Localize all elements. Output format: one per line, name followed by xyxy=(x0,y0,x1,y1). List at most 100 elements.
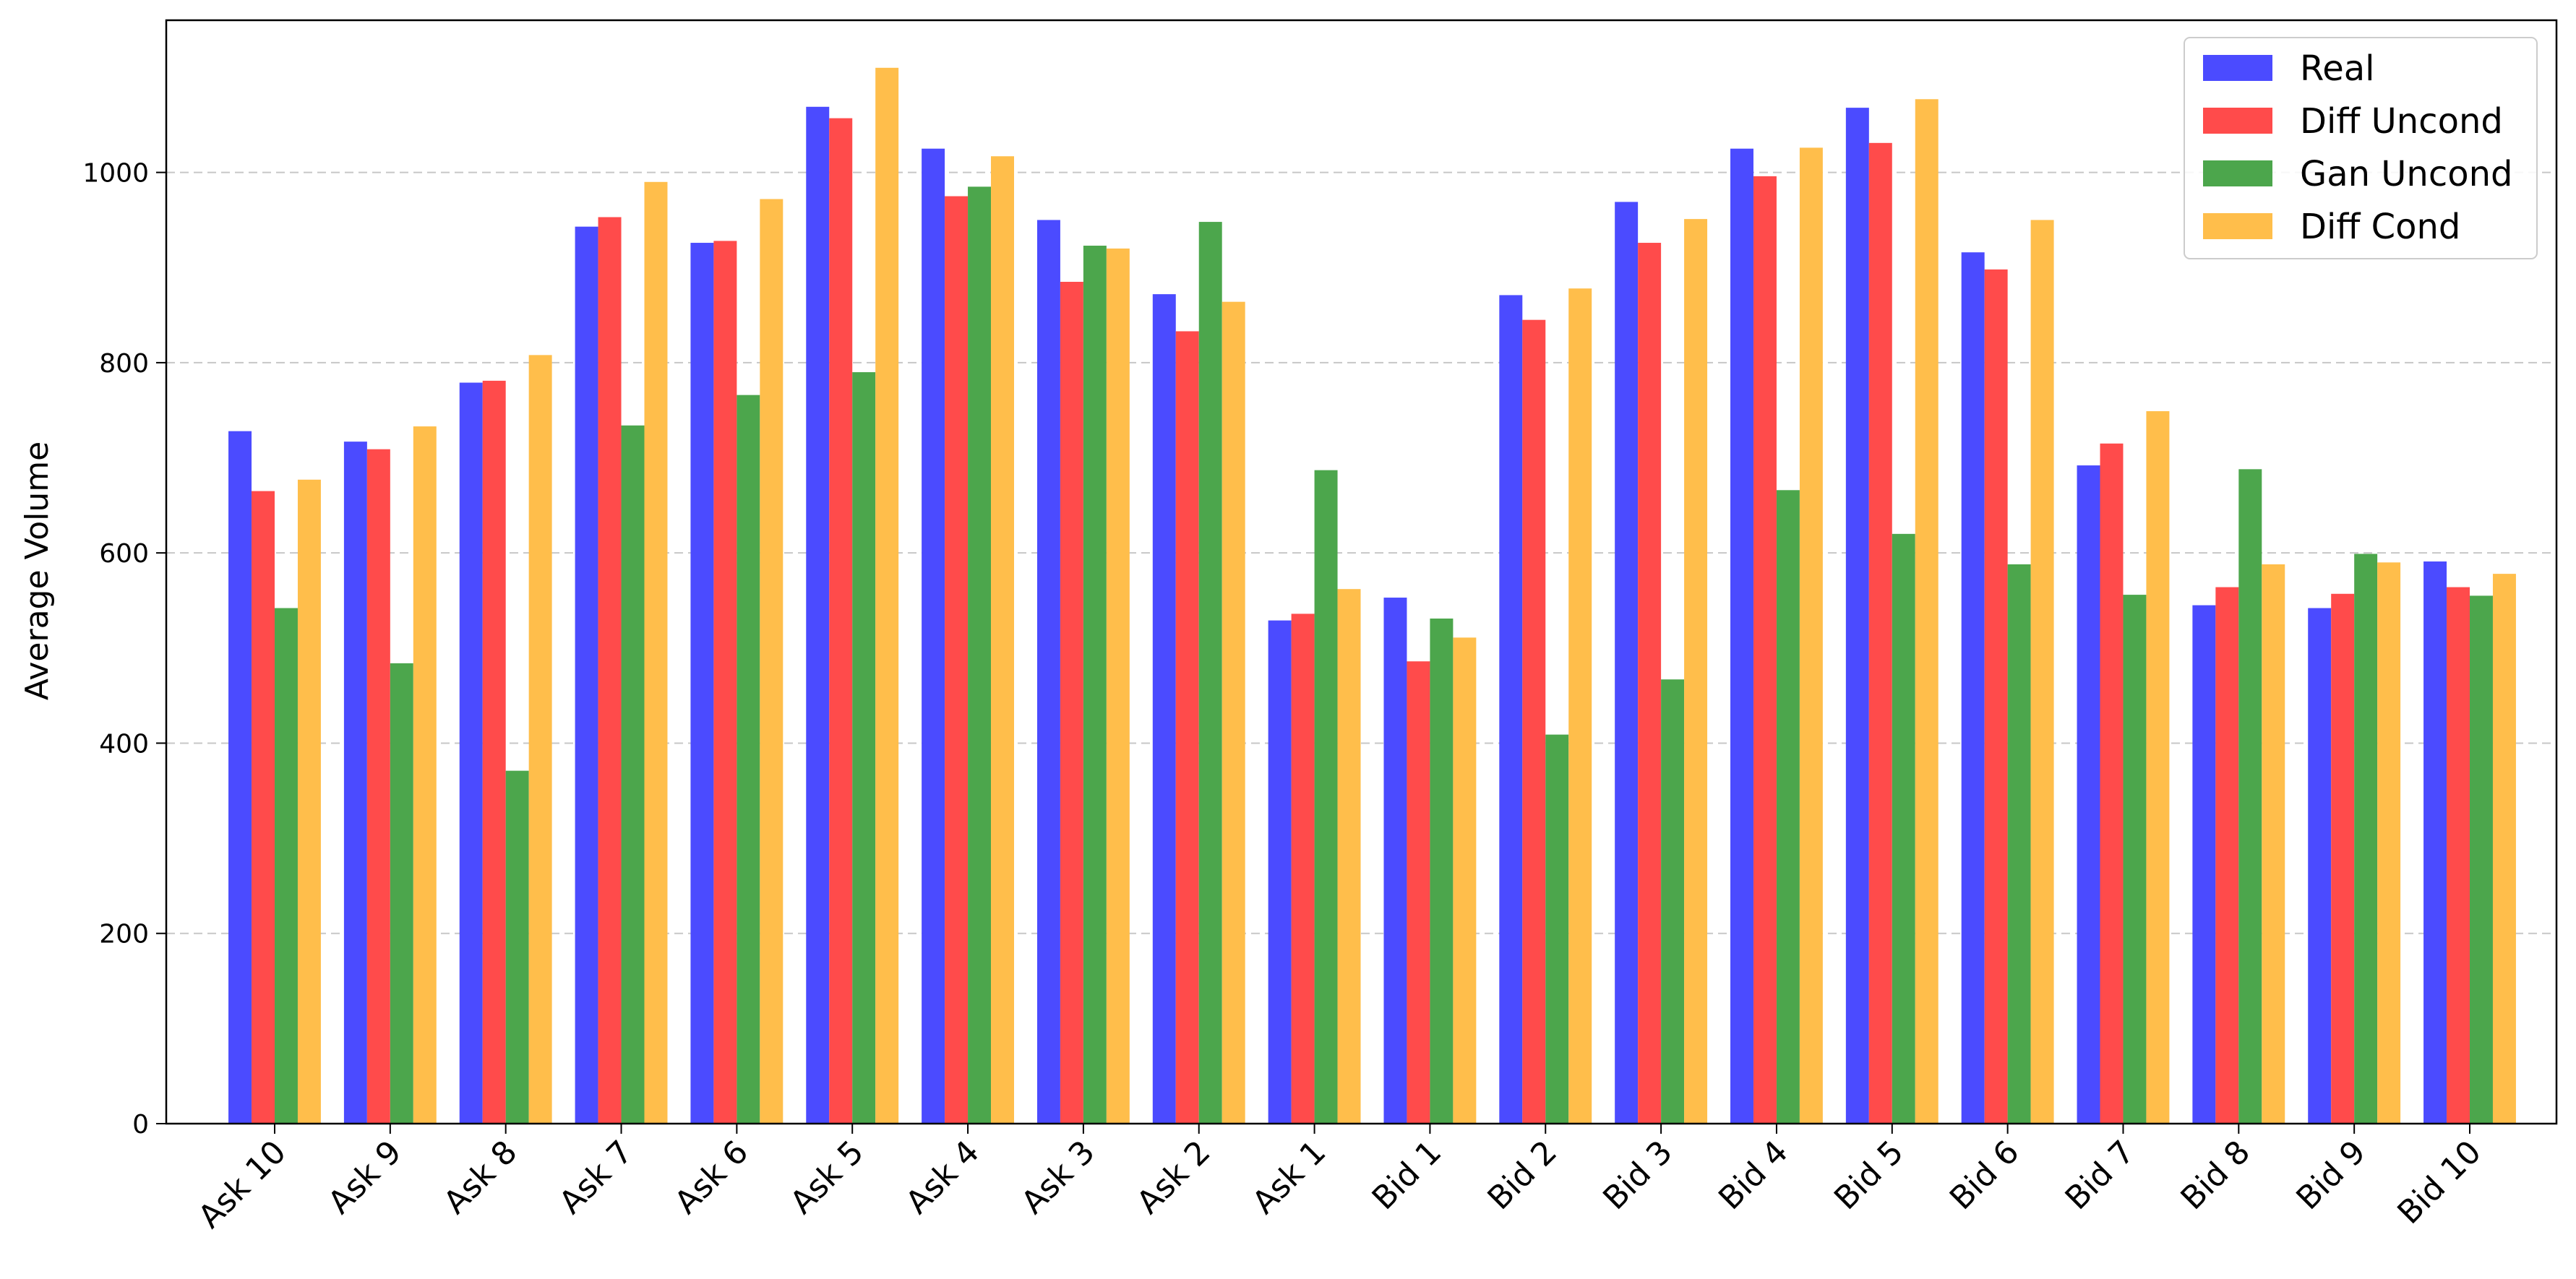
bar xyxy=(1314,470,1338,1124)
bar xyxy=(1845,108,1869,1124)
bar xyxy=(1568,288,1592,1124)
bar xyxy=(275,608,298,1124)
legend-label: Gan Uncond xyxy=(2300,154,2513,194)
bar xyxy=(2077,465,2100,1124)
y-axis-label: Average Volume xyxy=(19,442,56,700)
bar xyxy=(228,431,252,1124)
legend-box xyxy=(2184,37,2538,259)
bar xyxy=(690,243,714,1124)
bar xyxy=(2423,561,2447,1124)
bar xyxy=(1892,533,1915,1124)
x-tick-label: Ask 3 xyxy=(1014,1134,1102,1221)
bar xyxy=(2123,595,2147,1124)
y-tick-label: 200 xyxy=(99,920,149,949)
legend-label: Diff Uncond xyxy=(2300,101,2503,142)
legend-swatch xyxy=(2203,160,2272,186)
bar xyxy=(1522,319,1546,1124)
bar xyxy=(482,380,506,1124)
bar xyxy=(2447,587,2470,1124)
x-tick-label: Bid 2 xyxy=(1481,1134,1564,1217)
x-tick-label: Bid 9 xyxy=(2289,1134,2372,1217)
bar xyxy=(1661,679,1685,1124)
bar xyxy=(1799,147,1823,1124)
x-tick-label: Ask 4 xyxy=(899,1134,987,1221)
bar xyxy=(1730,148,1753,1124)
bar xyxy=(1337,589,1361,1124)
x-tick-label: Bid 6 xyxy=(1943,1134,2026,1217)
bar xyxy=(2146,411,2170,1124)
y-tick-label: 0 xyxy=(132,1110,149,1140)
bar xyxy=(1083,245,1107,1124)
bar xyxy=(1615,202,1639,1124)
bar xyxy=(1430,619,1454,1124)
x-tick-label: Ask 7 xyxy=(552,1134,640,1221)
bar xyxy=(413,426,437,1124)
bar xyxy=(1753,176,1777,1124)
bar xyxy=(806,106,830,1124)
bar xyxy=(621,425,645,1124)
x-tick-label: Ask 6 xyxy=(668,1134,755,1221)
legend: Real Diff Uncond Gan Uncond Diff Cond xyxy=(2184,37,2538,259)
bar xyxy=(644,181,668,1124)
x-tick-label: Ask 5 xyxy=(783,1134,871,1221)
bar xyxy=(2492,574,2516,1124)
bar xyxy=(713,241,737,1124)
bar xyxy=(297,479,321,1124)
legend-label: Diff Cond xyxy=(2300,207,2460,247)
bar xyxy=(2262,564,2285,1124)
bar xyxy=(1175,331,1199,1124)
bar xyxy=(575,226,598,1124)
bar xyxy=(459,382,483,1124)
y-tick-label: 1000 xyxy=(82,159,149,189)
bar xyxy=(2331,593,2355,1124)
bar xyxy=(1268,620,1292,1124)
x-tick-label: Bid 3 xyxy=(1596,1134,1679,1217)
x-tick-label: Ask 10 xyxy=(192,1134,293,1236)
bar-layer xyxy=(228,67,2516,1124)
bar xyxy=(2215,587,2239,1124)
bar xyxy=(2470,595,2493,1124)
x-tick-label: Ask 8 xyxy=(437,1134,524,1221)
legend-label: Real xyxy=(2300,48,2374,89)
bar xyxy=(2100,443,2124,1124)
bar xyxy=(2238,469,2262,1124)
bar xyxy=(737,395,760,1124)
bar xyxy=(829,118,853,1124)
bar xyxy=(252,491,275,1124)
x-tick-label: Ask 2 xyxy=(1130,1134,1217,1221)
legend-swatch xyxy=(2203,55,2272,81)
legend-swatch xyxy=(2203,213,2272,239)
y-tick-label: 400 xyxy=(99,729,149,759)
y-tick-label: 800 xyxy=(99,349,149,379)
bar xyxy=(1499,295,1523,1124)
x-tick-label: Bid 1 xyxy=(1365,1134,1448,1217)
x-tick-label: Bid 10 xyxy=(2390,1134,2488,1231)
bar xyxy=(1961,252,1985,1124)
bar xyxy=(1453,637,1477,1124)
bar xyxy=(2030,220,2054,1124)
bar xyxy=(968,186,992,1124)
bar xyxy=(1060,282,1083,1124)
bar xyxy=(1868,142,1892,1124)
bar xyxy=(598,217,622,1124)
bar xyxy=(2377,562,2401,1124)
bar xyxy=(922,148,945,1124)
bar xyxy=(1198,222,1222,1124)
bar xyxy=(875,67,899,1124)
bar xyxy=(390,663,413,1124)
bar xyxy=(343,442,367,1124)
bar xyxy=(2308,608,2332,1124)
bar xyxy=(1222,301,1245,1124)
legend-swatch xyxy=(2203,108,2272,134)
y-tick-label: 600 xyxy=(99,539,149,569)
x-tick-label: Bid 4 xyxy=(1712,1134,1795,1217)
bar xyxy=(1036,220,1060,1124)
bar xyxy=(1407,661,1430,1124)
bar xyxy=(760,199,783,1124)
bar xyxy=(1638,243,1662,1124)
x-tick-label: Ask 1 xyxy=(1245,1134,1333,1221)
bar xyxy=(945,196,969,1124)
bar xyxy=(1915,99,1939,1124)
